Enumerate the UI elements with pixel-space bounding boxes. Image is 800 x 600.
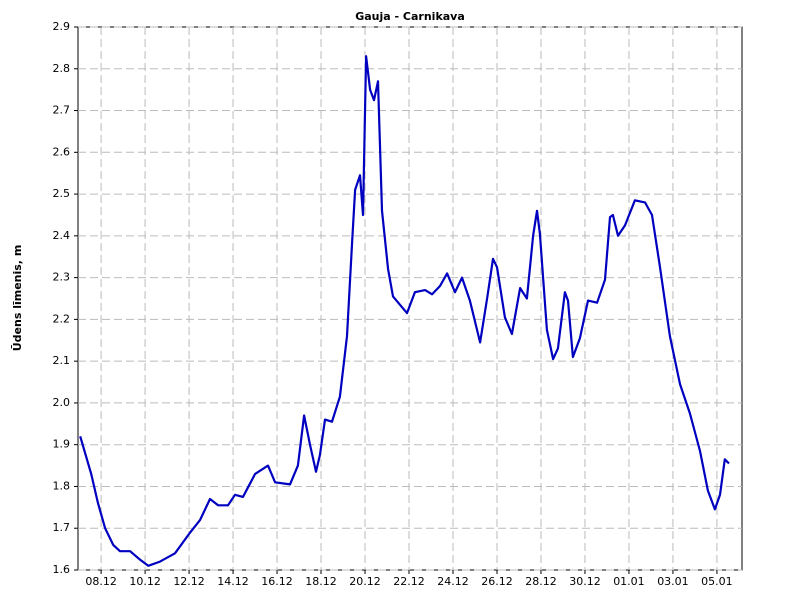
x-tick-label: 05.01 <box>701 575 733 588</box>
y-tick-label: 2.3 <box>53 271 71 284</box>
x-tick-label: 26.12 <box>481 575 513 588</box>
y-tick-label: 2.5 <box>53 187 71 200</box>
y-axis-label: Ūdens līmenis, m <box>11 245 24 352</box>
x-tick-label: 24.12 <box>437 575 469 588</box>
x-tick-label: 20.12 <box>349 575 381 588</box>
y-tick-label: 1.9 <box>53 438 71 451</box>
y-tick-label: 2.6 <box>53 145 71 158</box>
y-tick-label: 2.4 <box>53 229 71 242</box>
plot-frame <box>77 26 743 571</box>
y-tick-label: 2.2 <box>53 312 71 325</box>
x-tick-label: 18.12 <box>305 575 337 588</box>
y-tick-label: 2.7 <box>53 104 71 117</box>
x-tick-label: 30.12 <box>569 575 601 588</box>
x-tick-label: 16.12 <box>261 575 293 588</box>
x-tick-label: 22.12 <box>393 575 425 588</box>
x-tick-label: 08.12 <box>85 575 117 588</box>
y-tick-label: 2.0 <box>53 396 71 409</box>
chart-title: Gauja - Carnikava <box>355 10 465 23</box>
y-tick-label: 1.7 <box>53 521 71 534</box>
x-tick-label: 01.01 <box>613 575 645 588</box>
y-tick-label: 2.1 <box>53 354 71 367</box>
y-tick-label: 1.6 <box>53 563 71 576</box>
x-tick-label: 10.12 <box>129 575 161 588</box>
x-tick-label: 03.01 <box>657 575 689 588</box>
data-line <box>79 55 730 567</box>
y-tick-label: 2.8 <box>53 62 71 75</box>
x-tick-label: 28.12 <box>525 575 557 588</box>
y-tick-label: 2.9 <box>53 20 71 33</box>
x-tick-label: 12.12 <box>173 575 205 588</box>
y-tick-label: 1.8 <box>53 479 71 492</box>
x-tick-label: 14.12 <box>217 575 249 588</box>
